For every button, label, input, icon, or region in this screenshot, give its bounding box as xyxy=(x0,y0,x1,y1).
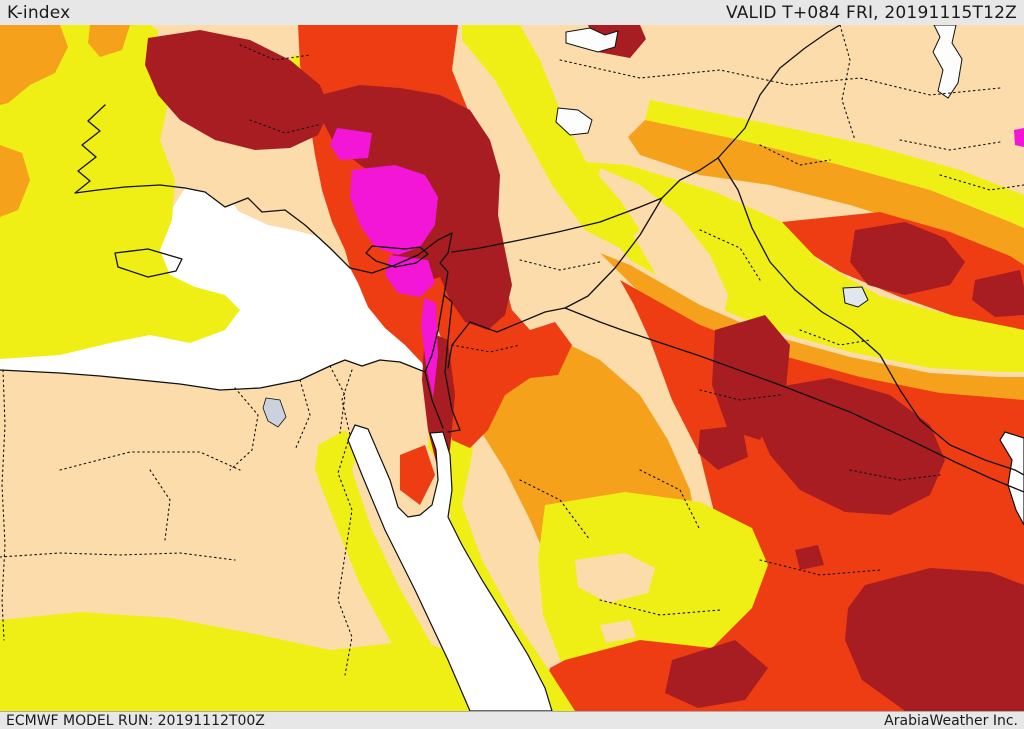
contour-magenta-b xyxy=(350,165,438,255)
contour-cream-saudi-a xyxy=(575,553,655,603)
contour-yellow-redsea-west xyxy=(315,430,475,711)
forecast-map xyxy=(0,25,1024,711)
contour-maroon-siraq-d xyxy=(795,545,824,570)
admin-ne-c xyxy=(899,139,1001,151)
coastline-mediterranean xyxy=(0,184,453,391)
admin-turkey-a xyxy=(239,44,311,61)
contour-magenta-deadsea xyxy=(421,298,438,398)
admin-saudi-c xyxy=(519,479,591,541)
admin-saudi-d xyxy=(599,599,721,616)
contour-orange-ne-band xyxy=(628,120,1024,265)
contour-orange-mid-band xyxy=(600,253,1024,405)
contour-maroon-ne-b xyxy=(972,270,1024,317)
valid-time-label: VALID T+084 FRI, 20191115T12Z xyxy=(725,2,1017,23)
admin-saudi-a xyxy=(759,559,881,576)
admin-egypt-south xyxy=(0,552,236,561)
admin-libya-egypt xyxy=(1,369,6,641)
admin-delta-c xyxy=(329,365,346,434)
border-iraq-saudi xyxy=(564,307,1024,493)
contour-orange-nw3 xyxy=(0,145,30,217)
admin-ne-b xyxy=(839,25,856,141)
persian-gulf xyxy=(999,431,1024,526)
border-egypt-israel xyxy=(424,371,444,429)
model-run-label: ECMWF MODEL RUN: 20191112T00Z xyxy=(6,712,265,729)
contour-magenta-c xyxy=(385,255,435,297)
admin-syria-a xyxy=(519,259,601,271)
border-iran-iraq xyxy=(717,157,1024,476)
contour-orange-nw1 xyxy=(0,25,68,105)
border-turkey-iran xyxy=(717,25,841,159)
contour-red-aqaba-spot xyxy=(400,445,435,505)
red-sea xyxy=(347,424,553,711)
contour-maroon-siraq xyxy=(755,378,945,515)
contour-magenta-east-edge xyxy=(1014,128,1024,147)
contour-fill-layer xyxy=(0,25,1024,711)
contour-yellow-west xyxy=(0,25,240,359)
contour-yellow-ne-strip xyxy=(645,100,1024,228)
coastline-border-layer xyxy=(0,25,1024,493)
contour-maroon-siraq-b xyxy=(698,425,748,470)
contour-maroon-ne-a xyxy=(850,222,965,295)
lake-layer xyxy=(262,25,963,428)
border-jordan-valley xyxy=(443,294,461,433)
admin-wegypt-b xyxy=(149,469,171,541)
admin-iran-a xyxy=(759,144,831,166)
lake-van xyxy=(555,107,593,136)
admin-wegypt-a xyxy=(59,451,241,471)
contour-cream-northeast xyxy=(520,25,1024,195)
lake-northeast-corner xyxy=(932,25,963,99)
contour-yellow-iraq-band xyxy=(578,162,1024,372)
contour-maroon-anatolia xyxy=(145,30,330,150)
page-title: K-index xyxy=(7,2,71,23)
admin-iraq-c xyxy=(699,389,781,401)
contour-orange-nw2 xyxy=(88,25,130,57)
admin-ne-d xyxy=(939,174,1024,191)
admin-ne-a xyxy=(559,59,1001,96)
lake-urmia xyxy=(842,286,869,308)
footer-bar: ECMWF MODEL RUN: 20191112T00Z ArabiaWeat… xyxy=(0,711,1024,729)
lake-tuz xyxy=(565,27,619,53)
contour-magenta-a xyxy=(330,128,372,160)
contour-maroon-bottom-arm xyxy=(665,640,768,708)
contour-yellow-levant-band xyxy=(462,25,640,248)
header-bar: K-index VALID T+084 FRI, 20191115T12Z xyxy=(0,0,1024,25)
k-index-contour-map xyxy=(0,25,1024,711)
admin-delta-b xyxy=(294,379,311,451)
admin-turkey-b xyxy=(249,119,319,134)
island-cyprus xyxy=(365,245,429,268)
attribution-label: ArabiaWeather Inc. xyxy=(884,712,1018,729)
border-syria-iraq xyxy=(564,197,663,309)
contour-yellow-redsea-east xyxy=(428,418,575,711)
coastline-aegean xyxy=(74,104,161,194)
admin-nile xyxy=(337,369,353,676)
admin-iraq-d xyxy=(849,469,941,481)
border-turkey-syria xyxy=(451,157,719,253)
border-jordan-saudi xyxy=(447,307,566,369)
suez-lakes xyxy=(262,397,287,428)
island-crete xyxy=(114,248,183,278)
admin-boundary-dotted-layer xyxy=(0,25,1024,676)
admin-iraq-a xyxy=(699,229,761,281)
contour-cream-saudi-b xyxy=(600,620,636,643)
contour-maroon-secorner xyxy=(845,568,1024,711)
admin-delta-a xyxy=(229,387,259,471)
admin-saudi-b xyxy=(639,469,701,531)
